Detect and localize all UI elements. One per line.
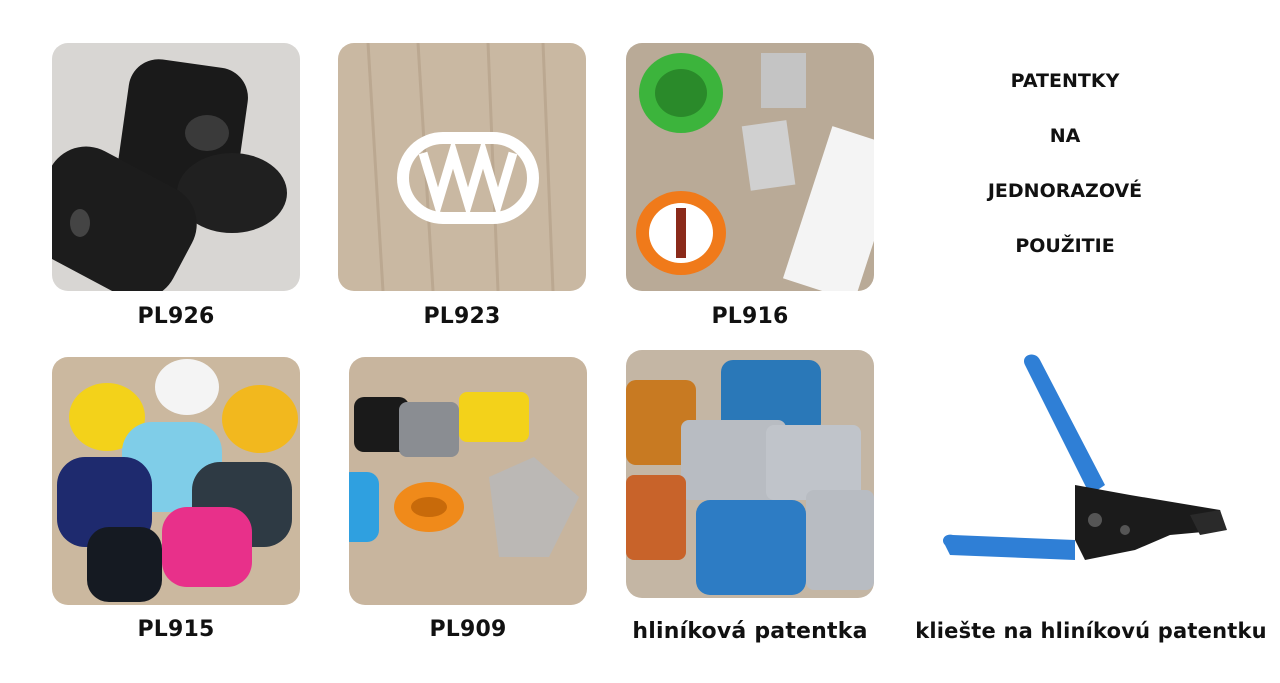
product-label: PL923 <box>338 304 586 329</box>
product-label: PL909 <box>349 617 587 642</box>
product-photo-pl926 <box>52 43 300 291</box>
product-label: PL926 <box>52 304 300 329</box>
product-photo-hlinikova-patentka <box>626 350 874 598</box>
sidebar-line: NA <box>930 125 1200 147</box>
crimping-pliers-image <box>935 345 1235 605</box>
product-photo-pl923 <box>338 43 586 291</box>
product-label: PL915 <box>52 617 300 642</box>
product-label: PL916 <box>626 304 874 329</box>
product-photo-pl915 <box>52 357 300 605</box>
sidebar-line: JEDNORAZOVÉ <box>930 180 1200 202</box>
product-label: hliníková patentka <box>620 619 880 644</box>
sidebar-line: PATENTKY <box>930 70 1200 92</box>
product-photo-pl909 <box>349 357 587 605</box>
product-photo-pl916 <box>626 43 874 291</box>
product-label: kliešte na hliníkovú patentku <box>905 619 1277 643</box>
sidebar-line: POUŽITIE <box>930 235 1200 257</box>
